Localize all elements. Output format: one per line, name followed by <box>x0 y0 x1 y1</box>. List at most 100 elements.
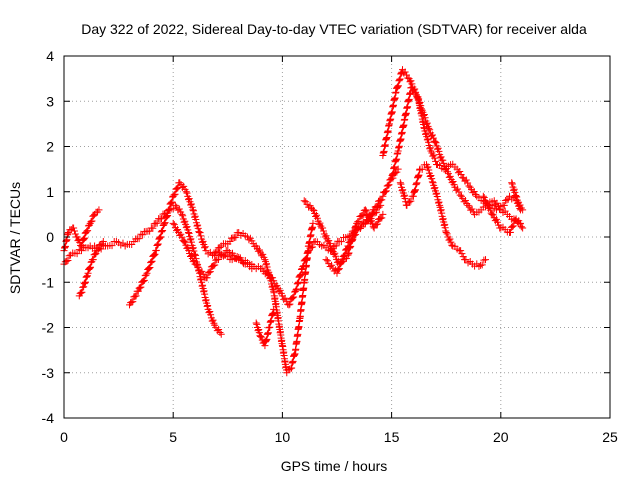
sat-track-n-marker <box>516 205 524 213</box>
sat-track-k-marker <box>390 165 398 173</box>
sat-track-b-marker <box>196 229 204 237</box>
sat-track-j-marker <box>432 139 440 147</box>
sat-track-l-marker <box>401 191 409 199</box>
sat-track-d-point-2 <box>84 269 92 277</box>
sat-track-k-marker <box>430 151 438 159</box>
sat-track-l-marker <box>427 171 435 179</box>
sat-track-l-marker <box>433 192 441 200</box>
sat-track-k-marker <box>464 179 472 187</box>
sat-track-b-marker <box>136 284 144 292</box>
sat-track-l-marker <box>437 206 445 214</box>
sat-track-k-marker <box>426 144 434 152</box>
sat-track-e-point-23 <box>379 192 387 200</box>
sat-track-l-marker <box>425 166 433 174</box>
sat-track-j-marker <box>439 156 447 164</box>
sat-track-l-marker <box>458 250 466 258</box>
axis-ticks <box>63 55 611 419</box>
sat-track-d-marker <box>81 279 89 287</box>
sat-track-i-marker <box>335 265 343 273</box>
sat-track-c-marker <box>81 234 89 242</box>
sat-track-e-marker <box>185 246 193 254</box>
sat-track-e-marker <box>276 286 284 294</box>
sat-track-h-marker <box>331 249 339 257</box>
sat-track-e-marker <box>187 251 195 259</box>
sat-track-g-point-0 <box>252 319 260 327</box>
sat-track-e-marker <box>198 267 206 275</box>
sat-track-k-marker <box>457 171 465 179</box>
sat-track-e-marker <box>181 238 189 246</box>
sat-track-b-marker <box>171 190 179 198</box>
sat-track-a-marker <box>216 328 224 336</box>
sat-track-k-marker <box>470 187 478 195</box>
sat-track-b-marker <box>145 264 153 272</box>
sat-track-a-point-15 <box>184 228 192 236</box>
sat-track-l-marker <box>447 238 455 246</box>
sat-track-l-marker <box>414 173 422 181</box>
sat-track-a-marker <box>135 235 143 243</box>
sat-track-h-marker <box>359 211 367 219</box>
sat-track-c-marker <box>85 221 93 229</box>
sat-track-b-marker <box>153 241 161 249</box>
sat-track-l-marker <box>397 180 405 188</box>
sat-track-l-marker <box>424 163 432 171</box>
sat-track-i-marker <box>328 261 336 269</box>
sat-track-b-marker <box>140 276 148 284</box>
sat-track-f-marker <box>263 263 271 271</box>
sat-track-c-marker <box>79 236 87 244</box>
sat-track-e-marker <box>227 251 235 259</box>
sat-track-b-marker <box>162 213 170 221</box>
sat-track-e-marker <box>174 225 182 233</box>
sat-track-e-marker <box>192 260 200 268</box>
sat-track-e-marker <box>286 300 294 308</box>
sat-track-b-point-4 <box>160 219 168 227</box>
sat-track-d-marker <box>94 246 102 254</box>
sat-track-f-point-9 <box>283 369 291 377</box>
sat-track-m-marker <box>516 220 524 228</box>
sat-track-b-marker <box>155 234 163 242</box>
sat-track-e-marker <box>292 286 300 294</box>
sat-track-h-marker <box>330 250 338 258</box>
sat-track-i-marker <box>347 237 355 245</box>
sat-track-c-marker <box>78 241 86 249</box>
sat-track-e-marker <box>205 268 213 276</box>
sat-track-a-marker <box>146 227 154 235</box>
sat-track-a-marker <box>108 242 116 250</box>
sat-track-h-marker <box>315 220 323 228</box>
sat-track-e-marker <box>296 272 304 280</box>
sat-track-a-point-17 <box>198 278 206 286</box>
sat-track-e-marker <box>170 221 178 229</box>
y-axis-label: SDTVAR / TECUs <box>7 182 23 294</box>
sat-track-k-marker <box>390 164 398 172</box>
sat-track-k-marker <box>389 171 397 179</box>
sat-track-f <box>209 219 317 377</box>
sat-track-i-marker <box>341 251 349 259</box>
sat-track-b-marker <box>151 250 159 258</box>
sat-track-e-point-0 <box>169 219 177 227</box>
sat-track-e-marker <box>273 282 281 290</box>
sat-track-l-marker <box>414 172 422 180</box>
sat-track-l-marker <box>478 261 486 269</box>
sat-track-a-marker <box>153 219 161 227</box>
sat-track-e-marker <box>294 279 302 287</box>
x-tick-label-0: 0 <box>60 429 68 445</box>
sat-track-e-point-19 <box>344 233 352 241</box>
sat-track-m <box>479 192 527 236</box>
sat-track-m-marker <box>484 201 492 209</box>
sat-track-b-marker <box>157 228 165 236</box>
sat-track-h-marker <box>332 252 340 260</box>
sat-track-a-marker <box>200 287 208 295</box>
sat-track-f-marker <box>266 274 274 282</box>
sat-track-d-marker <box>76 289 84 297</box>
sat-track-i-marker <box>361 220 369 228</box>
sat-track-k-marker <box>392 157 400 165</box>
sat-track-d-marker <box>82 278 90 286</box>
sat-track-a-marker <box>206 308 214 316</box>
sat-track-e-marker <box>290 293 298 301</box>
sat-track-d-marker <box>85 265 93 273</box>
sat-track-j-marker <box>397 70 405 78</box>
sat-track-k-marker <box>388 171 396 179</box>
sat-track-e-marker <box>385 181 393 189</box>
sat-track-b-marker <box>147 259 155 267</box>
sat-track-a-marker <box>64 257 72 265</box>
